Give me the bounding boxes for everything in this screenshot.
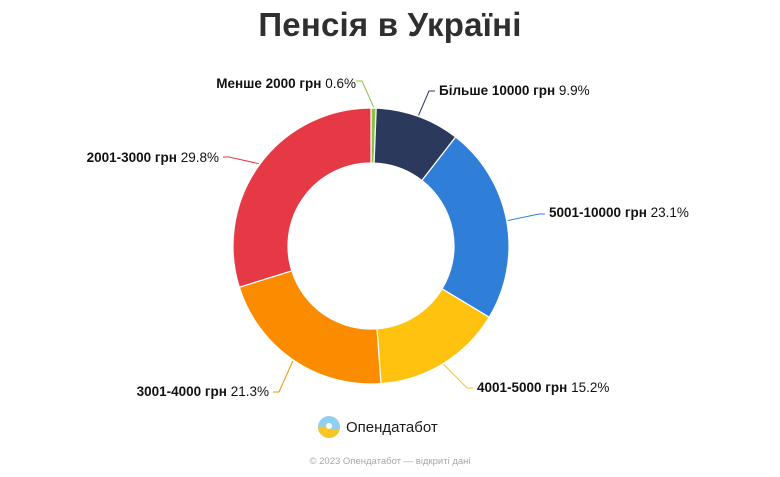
leader-line-5001-10000-грн (507, 213, 545, 222)
donut-slices (232, 107, 510, 385)
slice-label-value: 15.2% (567, 380, 609, 395)
slice-label-3001-4000-грн: 3001-4000 грн 21.3% (137, 384, 269, 399)
slice-label-category: 2001-3000 грн (87, 150, 177, 165)
slice-label-category: 3001-4000 грн (137, 384, 227, 399)
brand: Опендатабот (317, 414, 438, 440)
copyright-footer: © 2023 Опендатабот — відкриті дані (309, 456, 471, 467)
slice-label-category: 5001-10000 грн (549, 205, 647, 220)
slice-label-category: Більше 10000 грн (439, 83, 555, 98)
slice-5001-10000-грн (421, 136, 510, 319)
slice-label-4001-5000-грн: 4001-5000 грн 15.2% (477, 380, 609, 395)
leader-line-більше-10000-грн (418, 90, 435, 116)
slice-3001-4000-грн (238, 270, 382, 385)
slice-2001-3000-грн (232, 107, 372, 288)
slice-labels: Менше 2000 грн 0.6% Більше 10000 грн 9.9%… (87, 76, 689, 399)
leader-line-4001-5000-грн (443, 364, 473, 389)
leader-lines (223, 80, 545, 393)
opendatabot-logo-icon (318, 416, 340, 438)
brand-name: Опендатабот (346, 418, 438, 436)
slice-label-2001-3000-грн: 2001-3000 грн 29.8% (87, 150, 219, 165)
chart-title: Пенсія в Україні (258, 6, 522, 43)
slice-label-value: 9.9% (555, 83, 590, 98)
leader-line-3001-4000-грн (273, 360, 294, 393)
slice-label-value: 21.3% (227, 384, 269, 399)
slice-label-більше-10000-грн: Більше 10000 грн 9.9% (439, 83, 590, 98)
slice-label-category: Менше 2000 грн (216, 76, 321, 91)
slice-label-value: 29.8% (177, 150, 219, 165)
slice-label-category: 4001-5000 грн (477, 380, 567, 395)
slice-label-value: 0.6% (321, 76, 356, 91)
slice-label-менше-2000-грн: Менше 2000 грн 0.6% (216, 76, 356, 91)
slice-label-value: 23.1% (647, 205, 689, 220)
leader-line-2001-3000-грн (223, 156, 260, 165)
leader-line-менше-2000-грн (356, 80, 375, 108)
slice-label-5001-10000-грн: 5001-10000 грн 23.1% (549, 205, 689, 220)
